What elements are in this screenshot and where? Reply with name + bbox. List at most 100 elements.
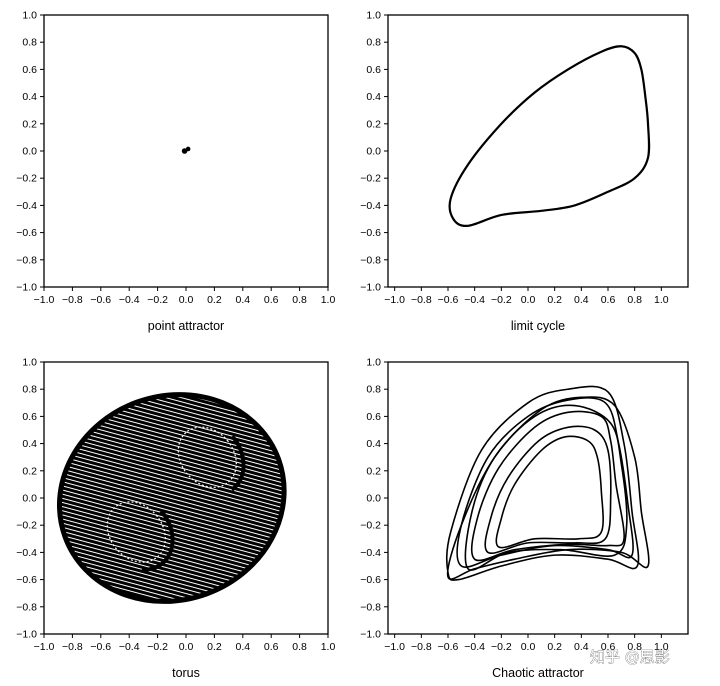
y-tick-label: 0.6 [22, 411, 37, 423]
x-tick-label: 1.0 [321, 294, 336, 306]
x-tick-label: 0.0 [179, 294, 194, 306]
chaotic-orbit [446, 396, 650, 580]
y-tick-label: −1.0 [360, 282, 381, 294]
x-tick-label: 0.0 [521, 641, 536, 653]
torus-inner-texture [177, 426, 237, 488]
watermark: 知乎 @思影 [590, 648, 670, 666]
x-tick-label: 0.4 [574, 641, 589, 653]
x-tick-label: −0.4 [119, 294, 140, 306]
y-tick-label: 0.2 [22, 465, 37, 477]
x-tick-label: 0.8 [292, 294, 307, 306]
x-tick-label: 0.0 [521, 294, 536, 306]
x-tick-label: 0.2 [207, 294, 222, 306]
limit-cycle-panel: −1.0−1.0 −0.8 −0.8 −0.6 −0.6 −0.4 −0.4 −0.2 −0.2… [360, 10, 689, 333]
x-tick-label: 0.2 [207, 641, 222, 653]
x-tick-label: 0.0 [179, 641, 194, 653]
chaotic-orbit [445, 385, 640, 581]
y-tick-label: 0.8 [22, 37, 37, 49]
y-tick-label: 0.4 [22, 91, 37, 103]
y-tick-label: 1.0 [22, 10, 37, 22]
x-tick-label: −0.6 [438, 294, 459, 306]
y-tick-label: −0.6 [16, 227, 37, 239]
y-tick-label: −1.0 [16, 282, 37, 294]
y-tick-label: −1.0 [16, 629, 37, 641]
x-tick-label: −0.4 [464, 641, 485, 653]
x-tick-label: −0.2 [147, 294, 168, 306]
x-tick-label: 0.2 [547, 641, 562, 653]
x-tick-label: 0.4 [574, 294, 589, 306]
y-tick-label: 0.4 [366, 91, 381, 103]
chaotic-orbit [495, 435, 604, 549]
chaotic-attractor-panel: −1.0−1.0 −0.8 −0.8 −0.6 −0.6 −0.4 −0.4 −0.2 −0.2… [360, 357, 689, 680]
y-tick-label: 0.0 [22, 146, 37, 158]
x-tick-label: 0.2 [547, 294, 562, 306]
x-tick-label: −1.0 [34, 294, 55, 306]
y-tick-label: −0.4 [16, 547, 37, 559]
y-tick-label: −0.6 [360, 574, 381, 586]
x-tick-label: 0.8 [627, 641, 642, 653]
x-tick-label: 1.0 [321, 641, 336, 653]
x-tick-label: 0.8 [627, 294, 642, 306]
y-tick-label: −1.0 [360, 629, 381, 641]
y-tick-label: 1.0 [366, 10, 381, 22]
torus-inner-fold [98, 492, 175, 572]
y-tick-label: 0.8 [22, 384, 37, 396]
y-tick-label: −0.6 [360, 227, 381, 239]
y-tick-label: −0.4 [360, 200, 381, 212]
x-tick-label: −1.0 [34, 641, 55, 653]
y-tick-label: −0.2 [360, 520, 381, 532]
x-tick-label: −1.0 [384, 294, 405, 306]
x-tick-label: −0.8 [62, 294, 83, 306]
x-tick-label: 0.6 [264, 641, 279, 653]
x-tick-label: −0.8 [62, 641, 83, 653]
y-tick-label: 0.2 [366, 465, 381, 477]
x-tick-label: −0.6 [90, 294, 111, 306]
y-tick-label: −0.2 [360, 173, 381, 185]
plot-frame [387, 14, 689, 288]
y-tick-label: 0.8 [366, 37, 381, 49]
y-tick-label: 0.8 [366, 384, 381, 396]
attractor-point [185, 146, 191, 152]
x-tick-label: 0.6 [264, 294, 279, 306]
y-tick-label: 0.4 [366, 438, 381, 450]
y-tick-label: −0.8 [360, 601, 381, 613]
x-tick-label: −0.6 [438, 641, 459, 653]
x-tick-label: −1.0 [384, 641, 405, 653]
y-tick-label: 0.0 [22, 493, 37, 505]
y-tick-label: 0.2 [22, 118, 37, 130]
plot-frame [387, 361, 689, 635]
y-tick-label: 0.6 [22, 64, 37, 76]
x-tick-label: 0.6 [601, 641, 616, 653]
x-tick-label: −0.8 [411, 641, 432, 653]
y-tick-label: −0.8 [360, 254, 381, 266]
x-tick-label: −0.6 [90, 641, 111, 653]
torus-inner-texture [106, 501, 166, 563]
chaotic-orbit [470, 410, 625, 562]
y-tick-label: −0.4 [360, 547, 381, 559]
y-tick-label: −0.8 [16, 601, 37, 613]
x-tick-label: 0.4 [235, 641, 250, 653]
limit-cycle-orbit [448, 45, 651, 227]
y-tick-label: −0.6 [16, 574, 37, 586]
x-tick-label: −0.2 [491, 294, 512, 306]
panel-caption: torus [172, 666, 200, 680]
x-tick-label: 1.0 [654, 641, 669, 653]
y-tick-label: 1.0 [22, 357, 37, 369]
y-tick-label: 0.0 [366, 146, 381, 158]
x-tick-label: −0.2 [147, 641, 168, 653]
x-tick-label: −0.4 [119, 641, 140, 653]
y-tick-label: 0.2 [366, 118, 381, 130]
y-tick-label: 0.4 [22, 438, 37, 450]
panel-caption: limit cycle [511, 319, 565, 333]
point-attractor-panel: −1.0−1.0 −0.8 −0.8 −0.6 −0.6 −0.4 −0.4 −0.2 −0.2… [16, 10, 335, 334]
x-tick-label: −0.4 [464, 294, 485, 306]
x-tick-label: −0.8 [411, 294, 432, 306]
y-tick-label: 0.6 [366, 411, 381, 423]
chaotic-orbit [484, 425, 612, 555]
torus-body [56, 392, 287, 604]
y-tick-label: −0.2 [16, 520, 37, 532]
x-tick-label: 0.6 [601, 294, 616, 306]
y-tick-label: −0.2 [16, 173, 37, 185]
y-tick-label: 0.6 [366, 64, 381, 76]
